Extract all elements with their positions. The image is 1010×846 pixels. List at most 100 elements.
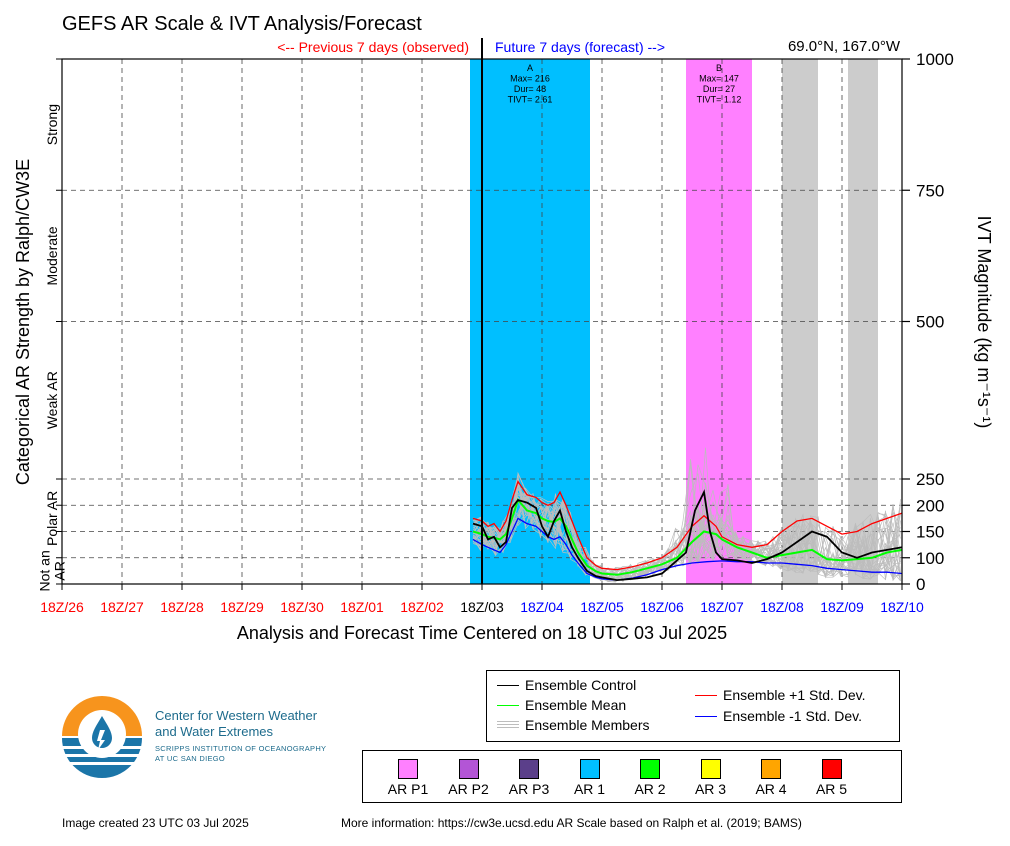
legend-plus-std-swatch (695, 694, 717, 696)
right-tick-label: 0 (916, 575, 925, 594)
scale-label: AR P3 (508, 781, 550, 797)
scale-label: AR 5 (815, 781, 848, 797)
footer-created: Image created 23 UTC 03 Jul 2025 (62, 816, 249, 830)
right-tick-label: 1000 (916, 50, 954, 69)
scale-label: AR P1 (387, 781, 429, 797)
x-tick-label: 18Z/02 (400, 599, 444, 615)
event-annotation: Dur= 48 (514, 84, 546, 94)
legend-mean-swatch (497, 704, 519, 706)
logo-line1: Center for Western Weather (155, 708, 318, 723)
x-tick-label: 18Z/05 (580, 599, 624, 615)
event-annotation: Max= 216 (510, 74, 550, 84)
event-annotation: B (716, 63, 722, 73)
cw3e-logo (62, 696, 142, 778)
footer-info: More information: https://cw3e.ucsd.edu … (341, 816, 802, 830)
ensemble-member-line (472, 459, 901, 583)
right-tick-label: 750 (916, 181, 944, 200)
x-tick-label: 18Z/26 (40, 599, 84, 615)
scale-swatch (519, 759, 539, 779)
scale-swatch (579, 759, 600, 779)
scale-swatch (640, 759, 660, 779)
scale-item-ar-p2: AR P2 (439, 759, 499, 797)
category-label: Polar AR (44, 491, 60, 546)
x-tick-label: 18Z/07 (700, 599, 744, 615)
right-tick-label: 100 (916, 549, 944, 568)
legend-members: Ensemble Members (497, 716, 650, 734)
series-legend: Ensemble Control Ensemble Mean Ensemble … (486, 670, 900, 742)
scale-item-ar-p3: AR P3 (499, 759, 559, 797)
x-tick-label: 18Z/27 (100, 599, 144, 615)
scale-item-ar-4: AR 4 (741, 759, 801, 797)
legend-minus-std: Ensemble -1 Std. Dev. (695, 707, 862, 725)
event-annotation: TIVT= 1.12 (697, 95, 742, 105)
scale-label: AR 1 (573, 781, 606, 797)
scale-item-ar-p1: AR P1 (378, 759, 438, 797)
scale-swatch (700, 759, 721, 779)
category-label: AR (52, 561, 68, 580)
category-label: Weak AR (44, 371, 60, 429)
legend-minus-std-label: Ensemble -1 Std. Dev. (723, 708, 863, 724)
scale-item-ar-3: AR 3 (681, 759, 741, 797)
legend-members-swatch (497, 720, 519, 730)
right-tick-label: 200 (916, 496, 944, 515)
right-tick-label: 250 (916, 470, 944, 489)
scale-item-ar-5: AR 5 (802, 759, 862, 797)
ensemble-member-line (472, 484, 901, 580)
event-annotation: Dur= 27 (703, 84, 735, 94)
y-axis-right-label: IVT Magnitude (kg m⁻¹s⁻¹) (974, 216, 994, 429)
chart-title: GEFS AR Scale & IVT Analysis/Forecast (62, 13, 422, 35)
legend-control-swatch (497, 684, 519, 686)
y-axis-left-label: Categorical AR Strength by Ralph/CW3E (13, 159, 33, 485)
x-tick-label: 18Z/29 (220, 599, 264, 615)
category-label: Moderate (44, 226, 60, 285)
scale-label: AR 3 (694, 781, 727, 797)
previous-label: <-- Previous 7 days (observed) (277, 39, 469, 55)
legend-members-label: Ensemble Members (525, 717, 650, 733)
legend-mean-label: Ensemble Mean (525, 697, 627, 713)
x-tick-label: 18Z/03 (460, 599, 504, 615)
right-tick-label: 150 (916, 523, 944, 542)
legend-plus-std-label: Ensemble +1 Std. Dev. (723, 687, 866, 703)
scale-swatch (458, 759, 479, 779)
x-tick-label: 18Z/04 (520, 599, 564, 615)
x-axis-label: Analysis and Forecast Time Centered on 1… (237, 623, 727, 643)
category-label: Strong (44, 104, 60, 145)
right-tick-label: 500 (916, 313, 944, 332)
event-annotation: TIVT= 2.61 (508, 95, 553, 105)
x-tick-label: 18Z/08 (760, 599, 804, 615)
ar-scale-legend: AR P1 AR P2 AR P3 AR 1 AR 2 AR 3 AR 4 AR 5 (362, 750, 902, 803)
legend-control-label: Ensemble Control (525, 677, 637, 693)
series-mean (472, 497, 903, 576)
event-annotation: Max= 147 (699, 74, 739, 84)
legend-control: Ensemble Control (497, 676, 636, 694)
ensemble-member-line (472, 492, 901, 583)
scale-swatch (398, 759, 418, 779)
logo-line2: and Water Extremes (155, 724, 274, 739)
logo-org-name: Center for Western Weather and Water Ext… (155, 708, 317, 740)
scale-swatch (821, 759, 842, 779)
x-tick-label: 18Z/28 (160, 599, 204, 615)
ensemble-members (472, 447, 901, 583)
x-tick-label: 18Z/30 (280, 599, 324, 615)
ensemble-member-line (472, 492, 901, 582)
series-plus-std (472, 480, 903, 571)
x-tick-label: 18Z/09 (820, 599, 864, 615)
scale-label: AR 2 (634, 781, 666, 797)
x-tick-label: 18Z/01 (340, 599, 384, 615)
logo-institution: SCRIPPS INSTITUTION OF OCEANOGRAPHY AT U… (155, 744, 326, 764)
scale-item-ar-1: AR 1 (560, 759, 620, 797)
legend-plus-std: Ensemble +1 Std. Dev. (695, 686, 866, 704)
location-label: 69.0°N, 167.0°W (788, 38, 901, 55)
scale-swatch (761, 759, 781, 779)
water-drop-icon (62, 696, 142, 778)
legend-minus-std-swatch (695, 715, 717, 717)
category-label: Not an (37, 550, 53, 591)
x-tick-label: 18Z/10 (880, 599, 924, 615)
logo-line3: SCRIPPS INSTITUTION OF OCEANOGRAPHY (155, 744, 327, 753)
series-control (472, 489, 903, 582)
scale-label: AR 4 (755, 781, 787, 797)
legend-mean: Ensemble Mean (497, 696, 626, 714)
event-annotation: A (527, 63, 533, 73)
